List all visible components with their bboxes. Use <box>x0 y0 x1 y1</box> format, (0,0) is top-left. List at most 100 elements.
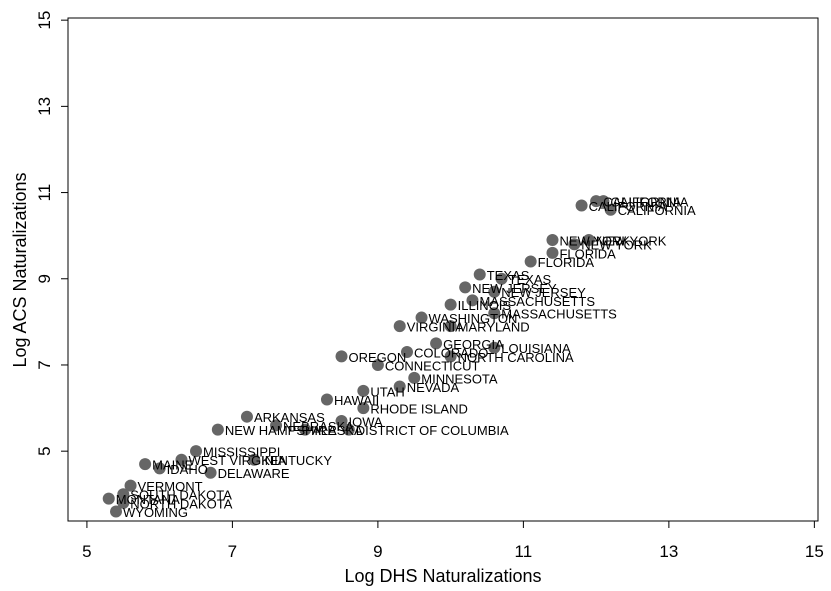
point <box>575 199 588 212</box>
y-tick-label: 5 <box>35 446 54 455</box>
point <box>466 294 479 307</box>
point-label: TEXAS <box>487 268 530 283</box>
point <box>546 246 559 259</box>
point <box>299 423 312 436</box>
point-label: UTAH <box>370 384 404 399</box>
point <box>335 415 348 428</box>
point <box>597 195 610 208</box>
point-label: SOUTH DAKOTA <box>130 488 232 503</box>
point <box>488 341 501 354</box>
point-label: NEW YORK <box>559 233 630 248</box>
point-label: RHODE ISLAND <box>370 402 468 417</box>
point <box>393 380 406 393</box>
point <box>357 402 370 415</box>
point-label: KENTUCKY <box>261 453 332 468</box>
point-label: MAINE <box>152 458 194 473</box>
point <box>102 492 115 505</box>
y-tick-label: 15 <box>35 11 54 30</box>
point-label: ILLINOIS <box>458 298 512 313</box>
point-label: MASSACHUSETTS <box>479 294 595 309</box>
x-tick-label: 7 <box>228 542 237 561</box>
point-label: FLORIDA <box>538 255 595 270</box>
point <box>335 350 348 363</box>
x-tick-label: 15 <box>805 542 824 561</box>
point <box>568 238 581 251</box>
x-tick-label: 9 <box>373 542 382 561</box>
point-label: NEW HAMPSHIRE <box>225 423 337 438</box>
point <box>371 358 384 371</box>
point-label: WASHINGTON <box>429 311 518 326</box>
point <box>430 337 443 350</box>
point <box>175 453 188 466</box>
point <box>110 505 123 518</box>
point-label: TEXAS <box>509 272 552 287</box>
point <box>393 320 406 333</box>
point-label: MINNESOTA <box>421 371 498 386</box>
y-tick-label: 9 <box>35 274 54 283</box>
point-label: CONNECTICUT <box>385 358 480 373</box>
point-label: OREGON <box>349 350 407 365</box>
point <box>495 272 508 285</box>
point <box>211 423 224 436</box>
point <box>444 320 457 333</box>
point <box>153 462 166 475</box>
y-tick-label: 7 <box>35 360 54 369</box>
point-label: CALIFORNIA <box>610 195 688 210</box>
point <box>488 285 501 298</box>
point-label: GEORGIA <box>443 337 504 352</box>
point-label: NORTH DAKOTA <box>130 496 232 511</box>
point-label: MARYLAND <box>458 320 530 335</box>
point-label: CALIFORNIA <box>618 203 696 218</box>
y-tick-label: 11 <box>35 184 54 202</box>
point-label: NORTH CAROLINA <box>458 350 574 365</box>
point-label: NEVADA <box>407 380 460 395</box>
x-axis-title: Log DHS Naturalizations <box>344 566 541 586</box>
point <box>117 496 130 509</box>
point-label: LOUISIANA <box>501 341 571 356</box>
point-label: WEST VIRGINIA <box>188 453 286 468</box>
point-label: NEW JERSEY <box>472 281 557 296</box>
point <box>444 298 457 311</box>
point-label: MONTANA <box>116 492 180 507</box>
point <box>415 311 428 324</box>
point-label: MISSISSIPPI <box>203 445 280 460</box>
point <box>444 350 457 363</box>
point-label: NEW JERSEY <box>501 285 586 300</box>
point <box>400 346 413 359</box>
point <box>190 445 203 458</box>
point-label: MASSACHUSETTS <box>501 307 617 322</box>
point <box>582 233 595 246</box>
point <box>342 423 355 436</box>
point-label: WYOMING <box>123 505 188 520</box>
point-label: COLORADO <box>414 345 488 360</box>
point-label: ALASKA <box>312 423 363 438</box>
point <box>204 466 217 479</box>
point <box>320 393 333 406</box>
x-tick-label: 13 <box>659 542 678 561</box>
point-label: IDAHO <box>167 462 208 477</box>
point <box>488 307 501 320</box>
x-tick-label: 11 <box>515 542 533 561</box>
point-label: NEBRASKA <box>283 419 354 434</box>
x-tick-label: 5 <box>82 542 91 561</box>
plot-frame <box>67 17 819 522</box>
point <box>546 233 559 246</box>
point-label: DISTRICT OF COLUMBIA <box>356 423 509 438</box>
point <box>357 384 370 397</box>
y-axis-title: Log ACS Naturalizations <box>10 172 30 367</box>
point <box>473 268 486 281</box>
point <box>248 453 261 466</box>
point <box>117 488 130 501</box>
point <box>270 419 283 432</box>
point-label: VIRGINIA <box>407 320 464 335</box>
point <box>240 410 253 423</box>
point-label: FLORIDA <box>559 246 616 261</box>
point <box>604 203 617 216</box>
point-label: DELAWARE <box>218 466 290 481</box>
point <box>124 479 137 492</box>
point <box>139 458 152 471</box>
point-label: NEW YORK <box>596 233 667 248</box>
